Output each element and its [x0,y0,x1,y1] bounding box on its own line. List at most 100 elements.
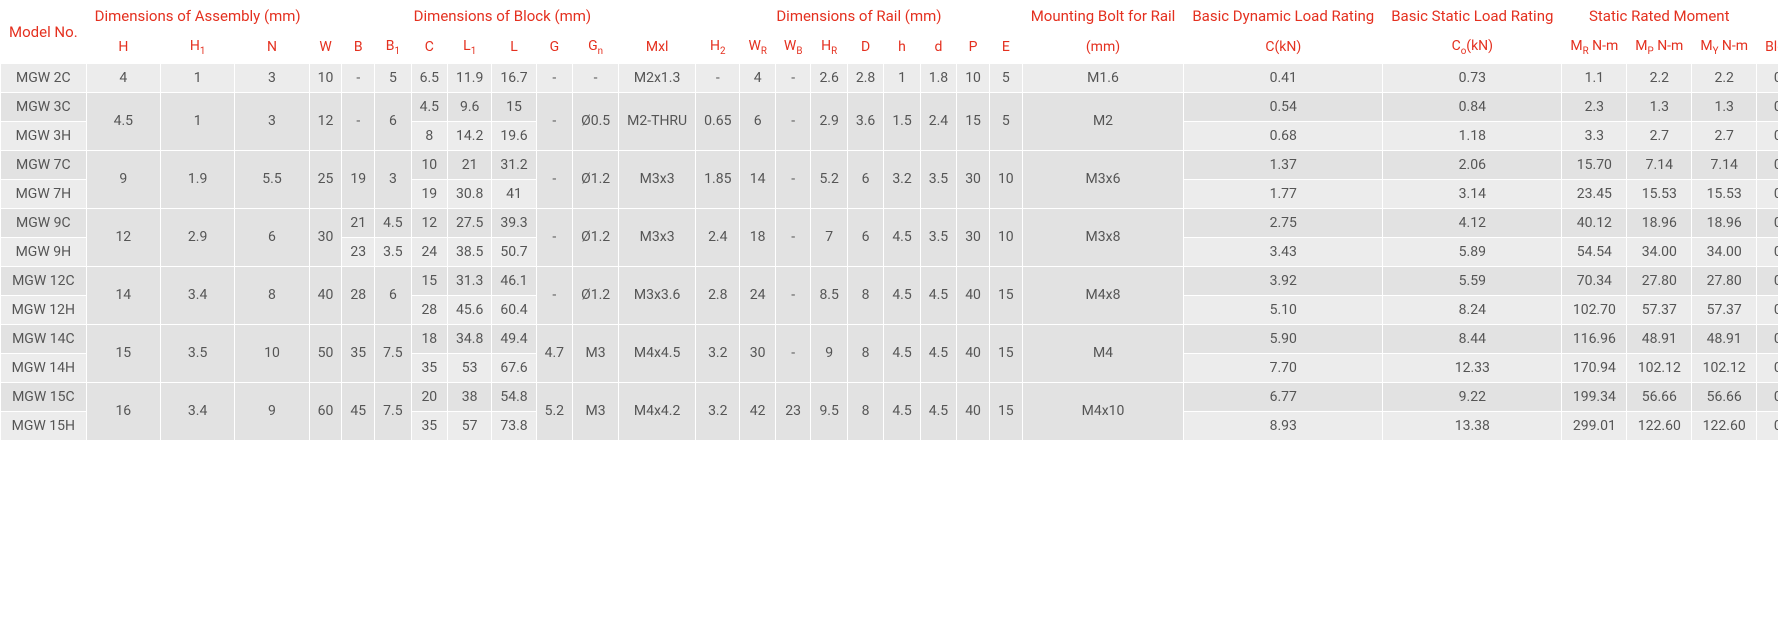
table-cell: 4.5 [884,266,920,324]
table-cell: 9.22 [1383,382,1562,411]
table-cell: 3.4 [160,382,234,440]
table-cell: M1.6 [1022,63,1184,92]
table-cell: 35 [411,353,447,382]
table-cell: 23.45 [1562,179,1627,208]
table-cell: 6 [235,208,309,266]
table-cell: 3.6 [847,92,883,150]
table-cell: 4.5 [411,92,447,121]
group-header: Basic Static Load Rating [1383,1,1562,32]
table-cell: 8.24 [1383,295,1562,324]
table-cell: MGW 14C [1,324,87,353]
table-cell: 199.34 [1562,382,1627,411]
table-cell: 7.14 [1692,150,1757,179]
table-cell: 5.2 [811,150,847,208]
column-header: D [847,32,883,64]
table-cell: 24 [740,266,775,324]
table-cell: 3.2 [884,150,920,208]
table-cell: M3x3 [619,208,696,266]
table-cell: 5.10 [1184,295,1383,324]
table-cell: 57.37 [1627,295,1692,324]
spec-table: Model No.Dimensions of Assembly (mm)Dime… [0,0,1778,441]
sub-header-row: HH1NWBB1CL1LGGnMxlH2WRWBHRDhdPE(mm)C(kN)… [1,32,1778,64]
column-header: C(kN) [1184,32,1383,64]
table-cell: 4.5 [86,92,160,150]
table-cell: 170.94 [1562,353,1627,382]
table-cell: 6 [375,266,411,324]
table-cell: 11.9 [448,63,492,92]
table-cell: 6.77 [1184,382,1383,411]
table-cell: 4.5 [884,208,920,266]
table-cell: Ø0.5 [573,92,619,150]
table-cell: - [775,266,811,324]
table-cell: 16.7 [492,63,536,92]
table-cell: 6 [375,92,411,150]
table-cell: 15 [492,92,536,121]
table-row: MGW 9C122.9630214.51227.539.3-Ø1.2M3x32.… [1,208,1778,237]
table-cell: 0.162 [1757,353,1778,382]
group-header-row: Model No.Dimensions of Assembly (mm)Dime… [1,1,1778,32]
table-cell: 5.89 [1383,237,1562,266]
table-cell: 2.8 [847,63,883,92]
table-cell: 7.14 [1627,150,1692,179]
column-header: Mxl [619,32,696,64]
column-header: (mm) [1022,32,1184,64]
table-cell: 19.6 [492,121,536,150]
table-cell: 10 [989,150,1022,208]
table-cell: 18 [740,208,775,266]
table-cell: 8 [411,121,447,150]
table-cell: 4.5 [884,324,920,382]
sub-header: Block kg [1757,32,1778,64]
table-cell: 31.3 [448,266,492,295]
table-cell: 2.7 [1692,121,1757,150]
table-cell: 54.54 [1562,237,1627,266]
table-cell: 38.5 [448,237,492,266]
table-cell: 1 [160,63,234,92]
group-header: Dimensions of Assembly (mm) [86,1,309,32]
table-cell: 3.5 [920,208,956,266]
table-cell: 20 [411,382,447,411]
table-cell: 30 [957,150,990,208]
column-header: h [884,32,920,64]
table-cell: MGW 15C [1,382,87,411]
table-cell: 38 [448,382,492,411]
table-cell: 0.65 [696,92,740,150]
table-cell: 3.5 [160,324,234,382]
column-header: Co(kN) [1383,32,1562,64]
table-cell: - [573,63,619,92]
table-cell: 6 [740,92,775,150]
table-cell: - [775,63,811,92]
table-cell: MGW 9C [1,208,87,237]
table-cell: 10 [957,63,990,92]
table-cell: 1 [884,63,920,92]
table-cell: - [342,63,375,92]
table-cell: 15.53 [1692,179,1757,208]
table-cell: - [775,208,811,266]
table-cell: MGW 7H [1,179,87,208]
table-cell: 2.3 [1562,92,1627,121]
table-cell: 0.215 [1757,411,1778,440]
table-cell: 53 [448,353,492,382]
column-header: WB [775,32,811,64]
table-cell: 40 [957,382,990,440]
table-cell: 56.66 [1627,382,1692,411]
table-cell: 3.43 [1184,237,1383,266]
table-cell: 2.7 [1627,121,1692,150]
table-cell: 3 [235,63,309,92]
table-cell: 30 [957,208,990,266]
column-header: E [989,32,1022,64]
table-cell: 70.34 [1562,266,1627,295]
table-cell: M3x3.6 [619,266,696,324]
column-header: G [536,32,572,64]
table-cell: MGW 2C [1,63,87,92]
table-cell: 25 [309,150,342,208]
table-cell: 3.4 [160,266,234,324]
table-row: MGW 7C91.95.525193102131.2-Ø1.2M3x31.851… [1,150,1778,179]
table-cell: MGW 7C [1,150,87,179]
table-cell: 54.8 [492,382,536,411]
table-cell: 4.5 [375,208,411,237]
table-cell: 0.002 [1757,63,1778,92]
table-cell: 8 [847,382,883,440]
table-cell: M3x3 [619,150,696,208]
column-header: W [309,32,342,64]
table-cell: 1.8 [920,63,956,92]
